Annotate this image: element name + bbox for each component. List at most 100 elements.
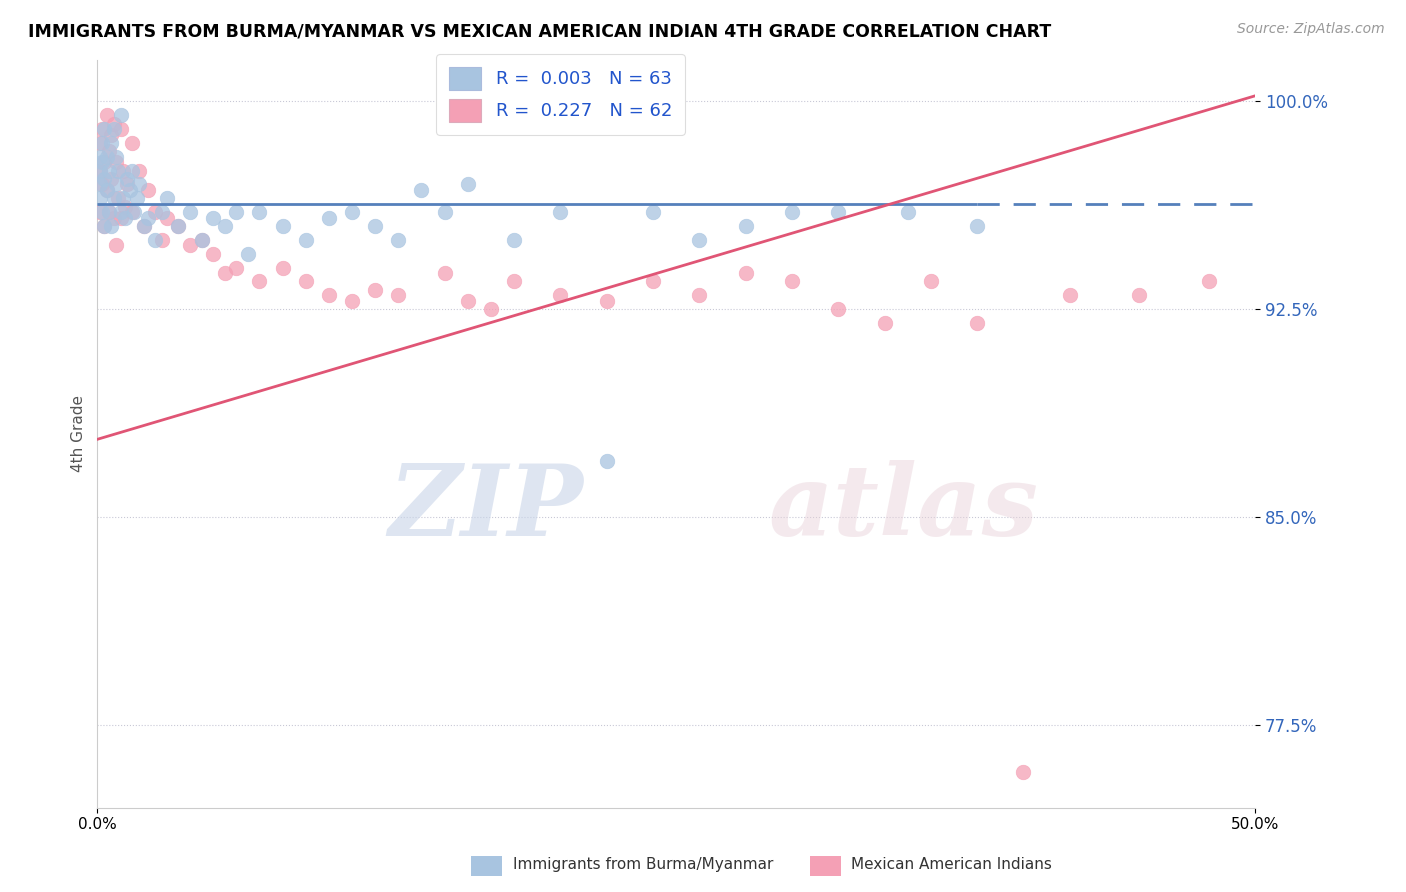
Point	[107, 163, 129, 178]
Point	[550, 205, 572, 219]
Point	[104, 155, 127, 169]
Text: Source: ZipAtlas.com: Source: ZipAtlas.com	[1237, 22, 1385, 37]
Point	[236, 246, 259, 260]
Point	[179, 238, 201, 252]
Point	[688, 233, 710, 247]
Point	[503, 233, 526, 247]
Point	[114, 200, 136, 214]
Point	[91, 155, 114, 169]
Point	[190, 233, 212, 247]
Point	[966, 316, 988, 330]
Point	[433, 266, 456, 280]
Point	[156, 211, 179, 225]
Point	[96, 183, 118, 197]
Point	[641, 205, 664, 219]
Point	[91, 122, 114, 136]
Point	[1128, 288, 1150, 302]
Point	[110, 122, 132, 136]
Point	[179, 205, 201, 219]
Point	[121, 136, 143, 150]
Point	[249, 205, 271, 219]
Point	[91, 205, 114, 219]
Point	[340, 293, 363, 308]
Point	[318, 211, 340, 225]
Point	[136, 211, 159, 225]
Point	[143, 205, 166, 219]
Point	[96, 150, 118, 164]
Point	[93, 172, 115, 186]
Text: ZIP: ZIP	[388, 460, 583, 557]
Point	[503, 275, 526, 289]
Point	[294, 275, 316, 289]
Point	[411, 183, 433, 197]
Point	[89, 163, 111, 178]
Point	[340, 205, 363, 219]
Point	[150, 205, 173, 219]
Point	[103, 122, 125, 136]
Point	[103, 117, 125, 131]
Point	[128, 178, 150, 192]
Point	[124, 205, 146, 219]
Point	[167, 219, 190, 233]
Text: Immigrants from Burma/Myanmar: Immigrants from Burma/Myanmar	[513, 857, 773, 872]
Point	[96, 108, 118, 122]
Point	[125, 191, 148, 205]
Point	[596, 293, 619, 308]
Point	[457, 293, 479, 308]
Point	[214, 266, 236, 280]
Point	[364, 283, 387, 297]
Point	[780, 205, 803, 219]
Point	[111, 163, 134, 178]
Point	[966, 219, 988, 233]
Point	[89, 163, 111, 178]
Point	[103, 191, 125, 205]
Point	[1198, 275, 1220, 289]
Point	[132, 219, 155, 233]
Point	[150, 233, 173, 247]
Point	[89, 191, 111, 205]
Point	[100, 219, 122, 233]
Point	[89, 150, 111, 164]
Point	[128, 163, 150, 178]
Point	[318, 288, 340, 302]
Point	[433, 205, 456, 219]
Point	[97, 163, 120, 178]
Point	[100, 136, 122, 150]
Point	[920, 275, 942, 289]
Point	[156, 191, 179, 205]
Point	[91, 136, 114, 150]
Point	[121, 163, 143, 178]
Point	[780, 275, 803, 289]
Point	[688, 288, 710, 302]
Point	[93, 219, 115, 233]
Point	[641, 275, 664, 289]
Point	[190, 233, 212, 247]
Y-axis label: 4th Grade: 4th Grade	[72, 395, 86, 472]
Point	[136, 183, 159, 197]
Point	[202, 246, 225, 260]
Point	[117, 178, 139, 192]
Point	[89, 205, 111, 219]
Point	[202, 211, 225, 225]
Point	[873, 316, 896, 330]
Point	[110, 205, 132, 219]
Point	[118, 183, 141, 197]
Text: IMMIGRANTS FROM BURMA/MYANMAR VS MEXICAN AMERICAN INDIAN 4TH GRADE CORRELATION C: IMMIGRANTS FROM BURMA/MYANMAR VS MEXICAN…	[28, 22, 1052, 40]
Point	[111, 191, 134, 205]
Text: Mexican American Indians: Mexican American Indians	[851, 857, 1052, 872]
Point	[110, 211, 132, 225]
Point	[114, 211, 136, 225]
Point	[214, 219, 236, 233]
Point	[104, 178, 127, 192]
Point	[897, 205, 920, 219]
Point	[96, 183, 118, 197]
Point	[93, 219, 115, 233]
Point	[97, 205, 120, 219]
Point	[93, 122, 115, 136]
Legend: R =  0.003   N = 63, R =  0.227   N = 62: R = 0.003 N = 63, R = 0.227 N = 62	[436, 54, 685, 135]
Point	[103, 211, 125, 225]
Point	[167, 219, 190, 233]
Point	[1012, 764, 1035, 779]
Point	[225, 260, 247, 275]
Point	[100, 172, 122, 186]
